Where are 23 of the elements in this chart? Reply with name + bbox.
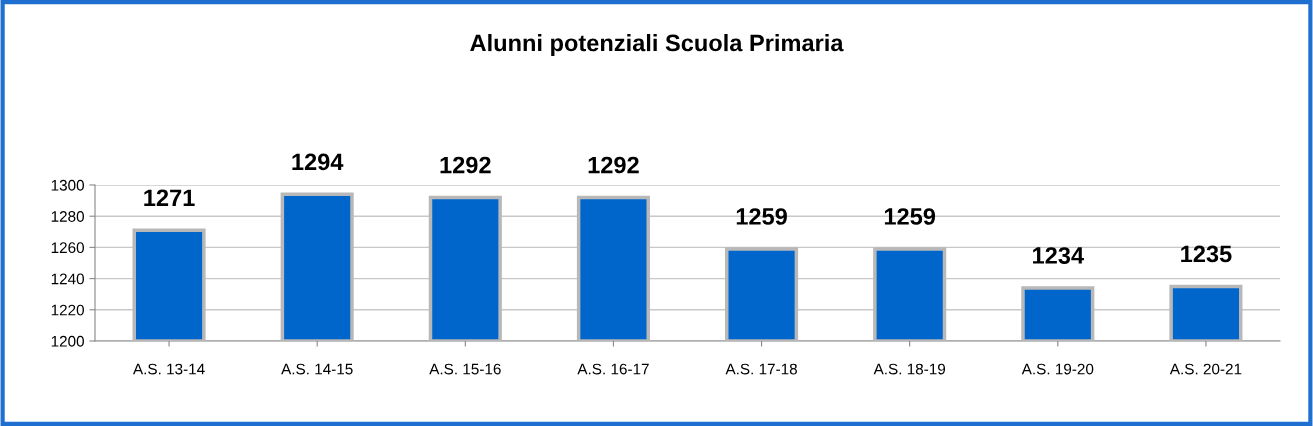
y-tick-label: 1260	[51, 242, 84, 254]
data-label: 1292	[588, 156, 639, 174]
y-tick-label: 1220	[51, 304, 84, 316]
y-tick-label: 1200	[51, 335, 84, 347]
x-tick-label: A.S. 13-14	[133, 363, 205, 375]
y-tick-label: 1240	[51, 273, 84, 285]
x-tick-label: A.S. 17-18	[725, 363, 797, 375]
chart-title: Alunni potenziali Scuola Primaria	[470, 34, 844, 56]
data-label: 1292	[440, 156, 491, 174]
x-tick-label: A.S. 16-17	[577, 363, 649, 375]
data-label: 1259	[884, 208, 936, 225]
data-label: 1271	[144, 189, 195, 206]
data-label: 1294	[292, 153, 344, 171]
x-tick-label: A.S. 14-15	[281, 363, 353, 375]
x-tick-label: A.S. 15-16	[429, 363, 501, 375]
x-tick-label: A.S. 18-19	[873, 363, 946, 375]
y-tick-label: 1300	[51, 179, 84, 191]
data-label: 1235	[1181, 245, 1232, 263]
x-tick-label: A.S. 19-20	[1021, 363, 1094, 375]
data-label: 1259	[736, 208, 787, 225]
x-tick-label: A.S. 20-21	[1169, 363, 1242, 375]
data-label: 1234	[1033, 247, 1084, 264]
y-tick-label: 1280	[51, 211, 84, 222]
